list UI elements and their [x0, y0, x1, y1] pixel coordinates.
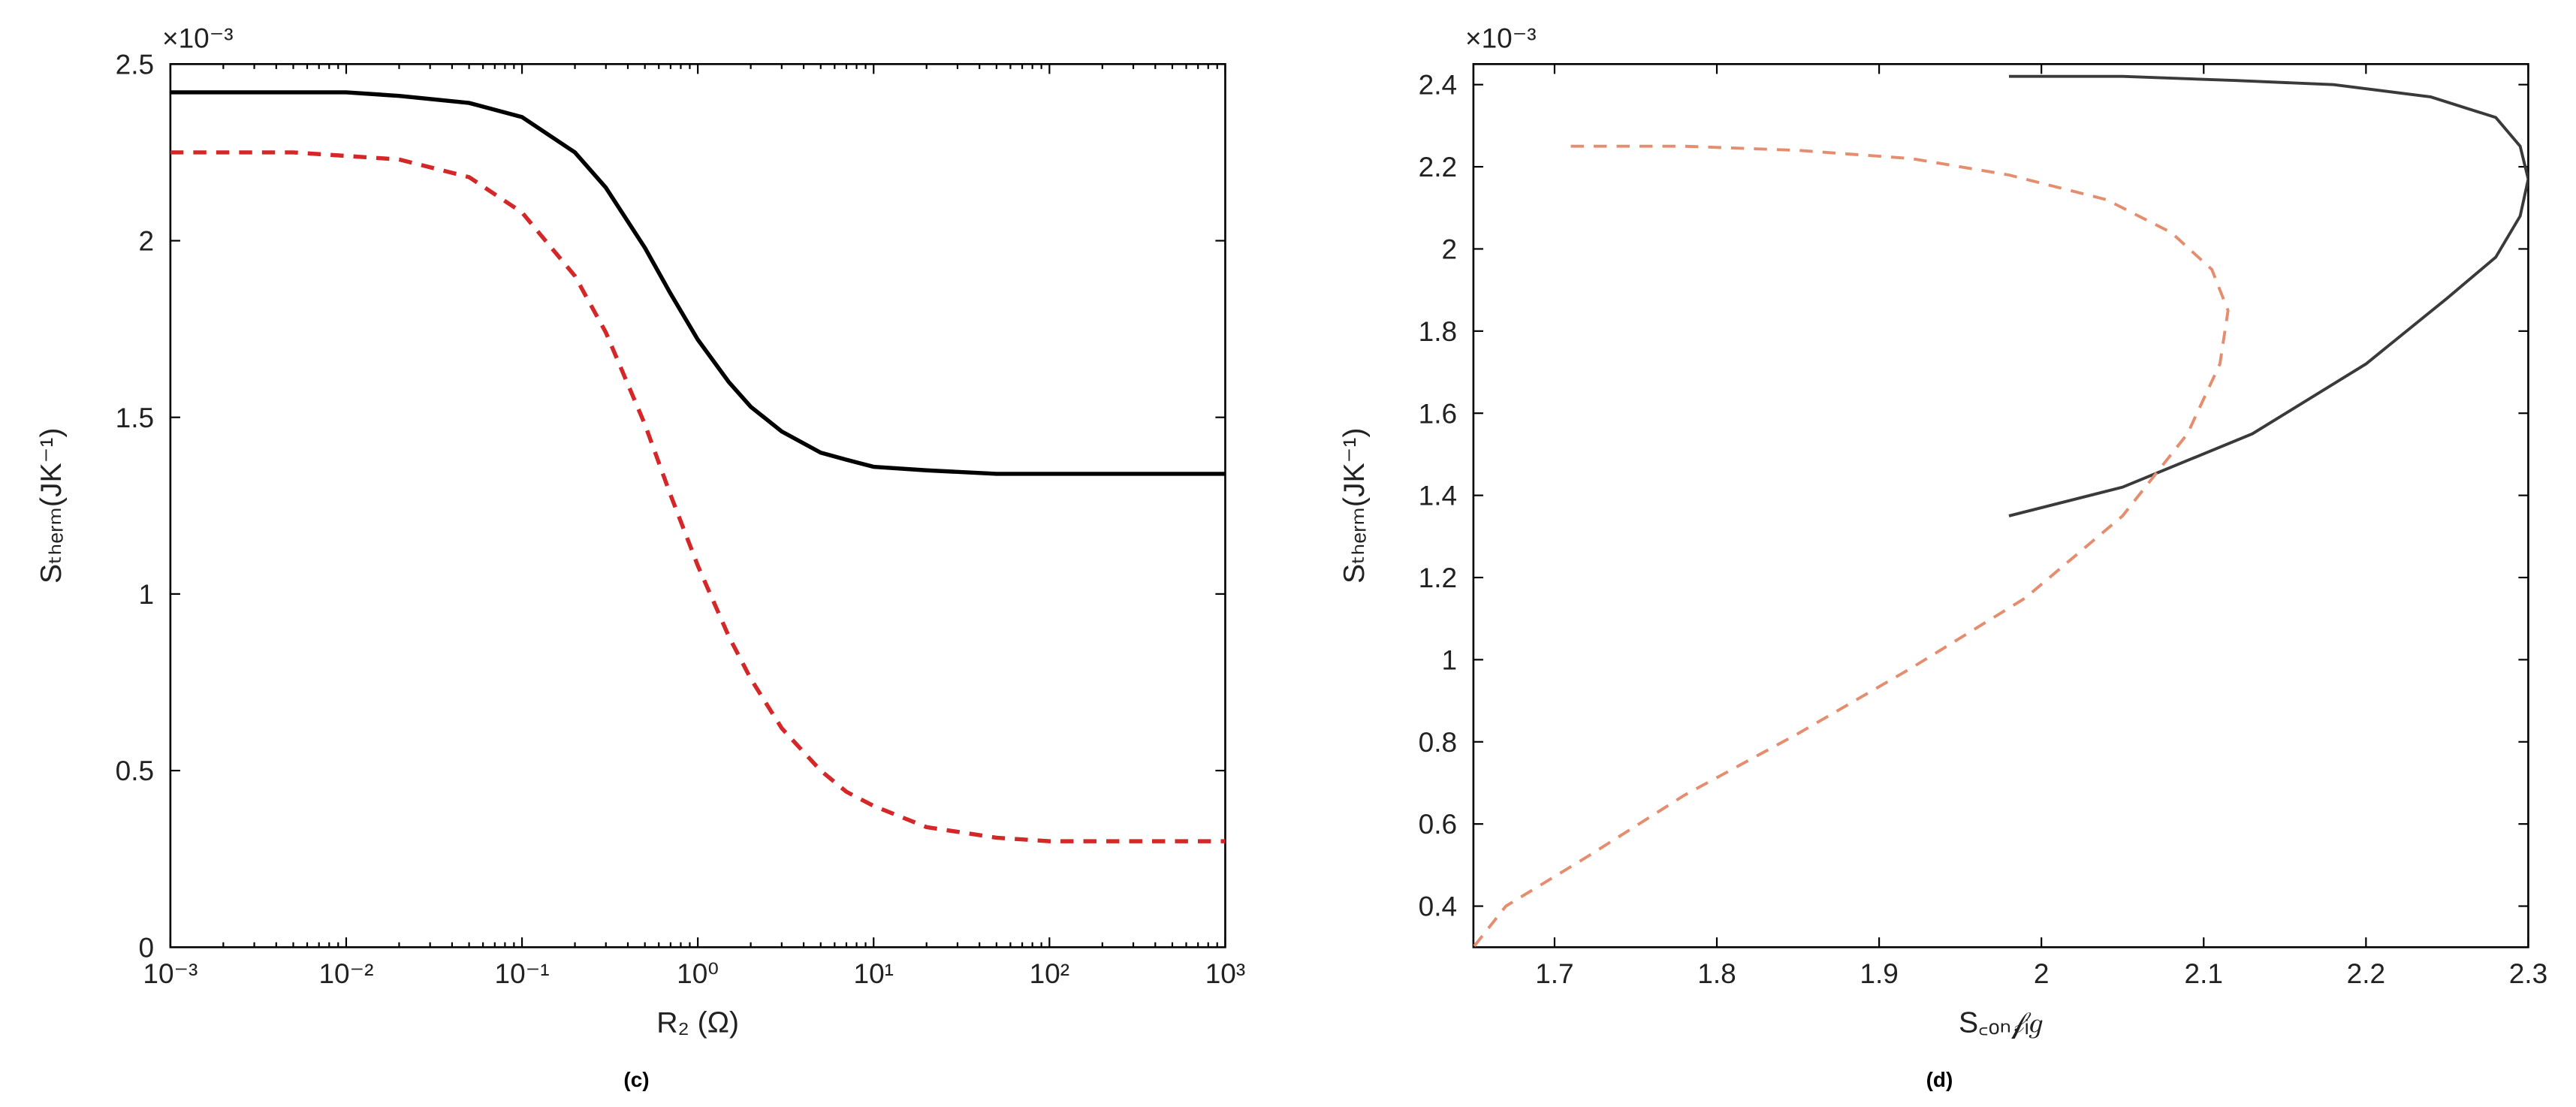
svg-text:0.5: 0.5 [116, 755, 154, 786]
svg-text:0.8: 0.8 [1419, 726, 1457, 758]
svg-text:Sₜₕₑᵣₘ(JK⁻¹): Sₜₕₑᵣₘ(JK⁻¹) [1338, 428, 1371, 584]
svg-text:10²: 10² [1030, 958, 1069, 989]
svg-text:1.4: 1.4 [1419, 480, 1457, 511]
svg-text:1.8: 1.8 [1697, 958, 1736, 989]
chart-c-svg: 10⁻³10⁻²10⁻¹10⁰10¹10²10³00.511.522.5×10⁻… [15, 15, 1258, 1062]
svg-text:10⁻²: 10⁻² [318, 958, 373, 989]
svg-text:×10⁻³: ×10⁻³ [162, 23, 234, 54]
figure-container: 10⁻³10⁻²10⁻¹10⁰10¹10²10³00.511.522.5×10⁻… [15, 15, 2561, 1092]
svg-text:10⁻¹: 10⁻¹ [495, 958, 550, 989]
svg-text:2.1: 2.1 [2185, 958, 2223, 989]
svg-text:1.6: 1.6 [1419, 397, 1457, 429]
chart-c-wrap: 10⁻³10⁻²10⁻¹10⁰10¹10²10³00.511.522.5×10⁻… [15, 15, 1258, 1062]
svg-text:10¹: 10¹ [854, 958, 894, 989]
svg-text:1.9: 1.9 [1860, 958, 1898, 989]
svg-text:0.4: 0.4 [1419, 891, 1457, 922]
svg-text:10⁰: 10⁰ [677, 958, 719, 989]
svg-text:2: 2 [139, 225, 155, 257]
svg-text:2.5: 2.5 [116, 48, 154, 80]
panel-c-label: (c) [623, 1068, 649, 1092]
chart-d-svg: 1.7 1.8 1.9 2 2.1 2.2 2.3 0.4 0.6 0.8 1 1.2 1.4 1.6 1.… [1318, 15, 2561, 1062]
svg-text:1: 1 [139, 578, 155, 610]
svg-text:2: 2 [2034, 958, 2050, 989]
svg-text:Sₜₕₑᵣₘ(JK⁻¹): Sₜₕₑᵣₘ(JK⁻¹) [35, 428, 68, 584]
panel-d: 1.7 1.8 1.9 2 2.1 2.2 2.3 0.4 0.6 0.8 1 1.2 1.4 1.6 1.… [1318, 15, 2561, 1092]
svg-text:×10⁻³: ×10⁻³ [1465, 23, 1537, 54]
svg-text:0.6: 0.6 [1419, 808, 1457, 840]
svg-text:10³: 10³ [1205, 958, 1245, 989]
svg-text:0: 0 [139, 931, 155, 963]
svg-text:1.2: 1.2 [1419, 562, 1457, 593]
svg-text:1.8: 1.8 [1419, 315, 1457, 347]
svg-text:2.2: 2.2 [2347, 958, 2385, 989]
svg-text:2: 2 [1442, 234, 1458, 265]
svg-text:1.5: 1.5 [116, 402, 154, 433]
svg-text:2.2: 2.2 [1419, 151, 1457, 182]
svg-text:2.3: 2.3 [2509, 958, 2547, 989]
svg-text:R₂ (Ω): R₂ (Ω) [656, 1006, 739, 1039]
panel-d-label: (d) [1926, 1068, 1953, 1092]
chart-d-wrap: 1.7 1.8 1.9 2 2.1 2.2 2.3 0.4 0.6 0.8 1 1.2 1.4 1.6 1.… [1318, 15, 2561, 1062]
svg-text:2.4: 2.4 [1419, 69, 1457, 101]
svg-text:1.7: 1.7 [1535, 958, 1573, 989]
panel-c: 10⁻³10⁻²10⁻¹10⁰10¹10²10³00.511.522.5×10⁻… [15, 15, 1258, 1092]
svg-text:1: 1 [1442, 644, 1458, 675]
svg-text:S꜀ₒₙ𝒻ᵢ𝑔: S꜀ₒₙ𝒻ᵢ𝑔 [1959, 1006, 2043, 1039]
